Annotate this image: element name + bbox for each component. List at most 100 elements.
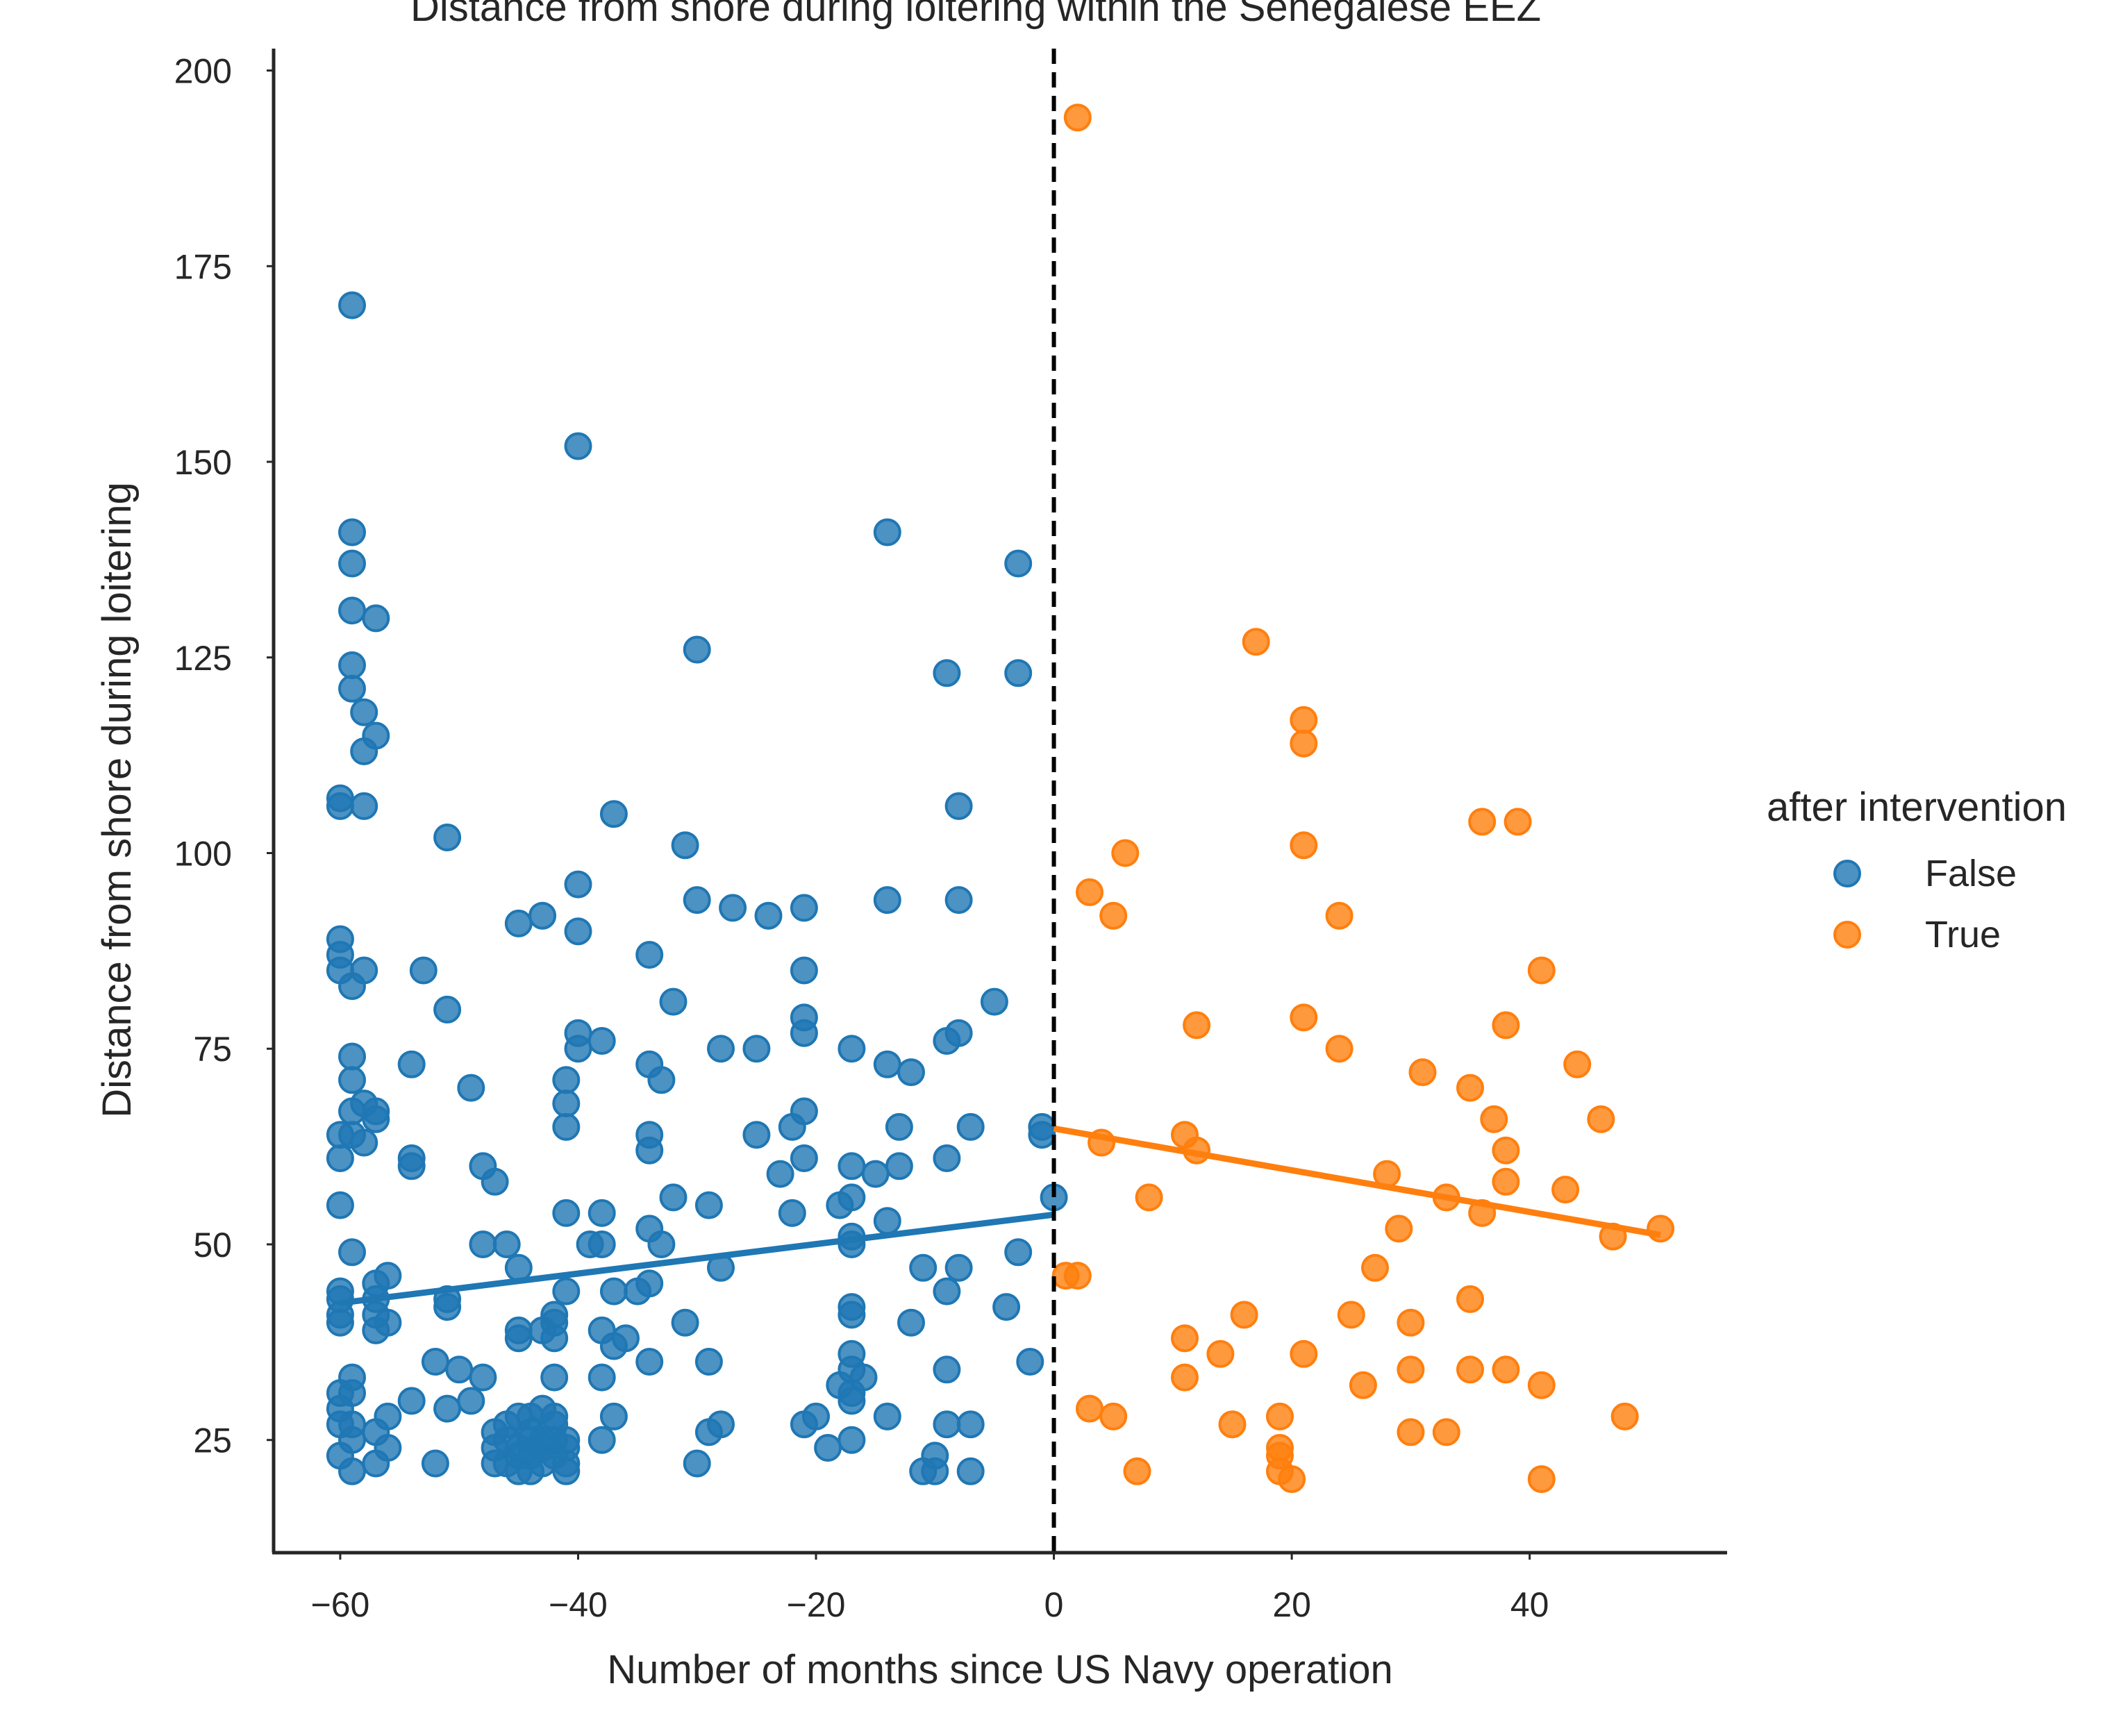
scatter-point-false (1004, 1238, 1033, 1267)
y-tick-label: 175 (174, 247, 232, 286)
scatter-point-false (421, 1449, 449, 1478)
y-tick-label: 75 (193, 1030, 232, 1069)
x-axis-title: Number of months since US Navy operation (607, 1647, 1393, 1692)
scatter-point-false (362, 1105, 390, 1133)
scatter-point-false (528, 1316, 557, 1344)
scatter-point-true (1230, 1301, 1258, 1329)
scatter-point-true (1456, 1285, 1484, 1313)
x-ticks: −60 −40 −20 0 20 40 (311, 1553, 1549, 1624)
scatter-point-true (1290, 729, 1318, 758)
scatter-point-false (671, 1308, 699, 1337)
scatter-point-false (481, 1434, 509, 1462)
scatter-point-false (492, 1410, 521, 1439)
scatter-point-false (933, 1027, 961, 1055)
scatter-point-false (873, 886, 901, 915)
scatter-point-false (397, 1387, 426, 1415)
scatter-point-true (1647, 1215, 1675, 1243)
scatter-point-false (326, 1191, 354, 1219)
scatter-point-true (1397, 1308, 1425, 1337)
scatter-point-false (350, 792, 378, 820)
scatter-point-true (1349, 1371, 1377, 1399)
scatter-point-false (635, 941, 664, 969)
scatter-point-false (909, 1253, 938, 1282)
points-layer (326, 103, 1675, 1494)
scatter-point-false (599, 1277, 628, 1305)
scatter-point-false (766, 1160, 794, 1188)
scatter-point-true (1492, 1355, 1520, 1384)
scatter-point-true (1527, 1371, 1556, 1399)
scatter-point-true (1527, 1465, 1556, 1494)
scatter-point-false (469, 1363, 497, 1392)
scatter-point-false (457, 1074, 485, 1102)
scatter-point-false (528, 901, 557, 930)
scatter-point-false (338, 674, 366, 703)
scatter-point-false (350, 737, 378, 765)
scatter-point-false (838, 1426, 866, 1454)
scatter-point-false (552, 1066, 581, 1094)
scatter-point-false (790, 1019, 818, 1047)
scatter-point-false (433, 995, 462, 1024)
scatter-point-false (873, 1402, 901, 1430)
scatter-point-false (956, 1112, 985, 1141)
scatter-point-false (338, 972, 366, 1001)
scatter-point-false (599, 1332, 628, 1360)
regression-line-true (1053, 1125, 1661, 1238)
scatter-point-false (564, 870, 592, 899)
scatter-point-false (933, 1144, 961, 1172)
scatter-point-true (1278, 1465, 1306, 1494)
scatter-point-false (826, 1371, 854, 1399)
scatter-point-false (944, 792, 973, 820)
scatter-point-false (588, 1426, 616, 1454)
scatter-point-false (719, 894, 747, 922)
legend-title: after intervention (1767, 785, 2067, 830)
scatter-point-true (1111, 839, 1140, 867)
scatter-point-false (362, 1316, 390, 1344)
scatter-point-false (671, 831, 699, 860)
scatter-point-false (397, 1050, 426, 1078)
scatter-point-false (397, 1152, 426, 1180)
scatter-point-false (814, 1434, 842, 1462)
scatter-point-true (1171, 1363, 1199, 1392)
chart-title: Distance from shore during loitering wit… (410, 0, 1541, 30)
scatter-point-false (599, 1402, 628, 1430)
scatter-point-false (338, 291, 366, 319)
scatter-point-true (1325, 1035, 1353, 1063)
scatter-point-true (1266, 1402, 1294, 1430)
scatter-point-true (1325, 901, 1353, 930)
scatter-point-false (481, 1167, 509, 1196)
y-tick-label: 100 (174, 835, 232, 874)
scatter-point-false (909, 1457, 938, 1485)
scatter-point-false (873, 1050, 901, 1078)
y-axis-title: Distance from shore during loitering (94, 482, 140, 1118)
scatter-point-false (790, 894, 818, 922)
x-tick-label: −60 (311, 1585, 370, 1624)
scatter-point-false (790, 1144, 818, 1172)
scatter-point-false (956, 1457, 985, 1485)
scatter-point-false (694, 1191, 723, 1219)
scatter-point-false (742, 1035, 771, 1063)
y-tick-label: 150 (174, 443, 232, 482)
scatter-point-true (1337, 1301, 1365, 1329)
y-tick-label: 200 (174, 52, 232, 91)
legend-label-false: False (1925, 853, 2017, 894)
scatter-point-false (564, 432, 592, 460)
scatter-point-false (980, 987, 1008, 1016)
scatter-point-false (933, 1277, 961, 1305)
scatter-point-true (1492, 1136, 1520, 1165)
scatter-point-false (564, 1035, 592, 1063)
scatter-point-false (1004, 659, 1033, 687)
scatter-point-false (873, 1207, 901, 1235)
scatter-point-true (1432, 1418, 1460, 1446)
scatter-point-false (338, 518, 366, 546)
x-tick-label: −20 (787, 1585, 846, 1624)
scatter-point-false (659, 1183, 688, 1212)
scatter-point-false (933, 1355, 961, 1384)
scatter-point-false (790, 1410, 818, 1439)
scatter-point-false (517, 1457, 544, 1485)
scatter-point-false (326, 1308, 354, 1337)
x-tick-label: 0 (1044, 1585, 1064, 1624)
scatter-point-true (1063, 1262, 1092, 1290)
scatter-point-false (885, 1112, 913, 1141)
y-tick-label: 125 (174, 639, 232, 678)
